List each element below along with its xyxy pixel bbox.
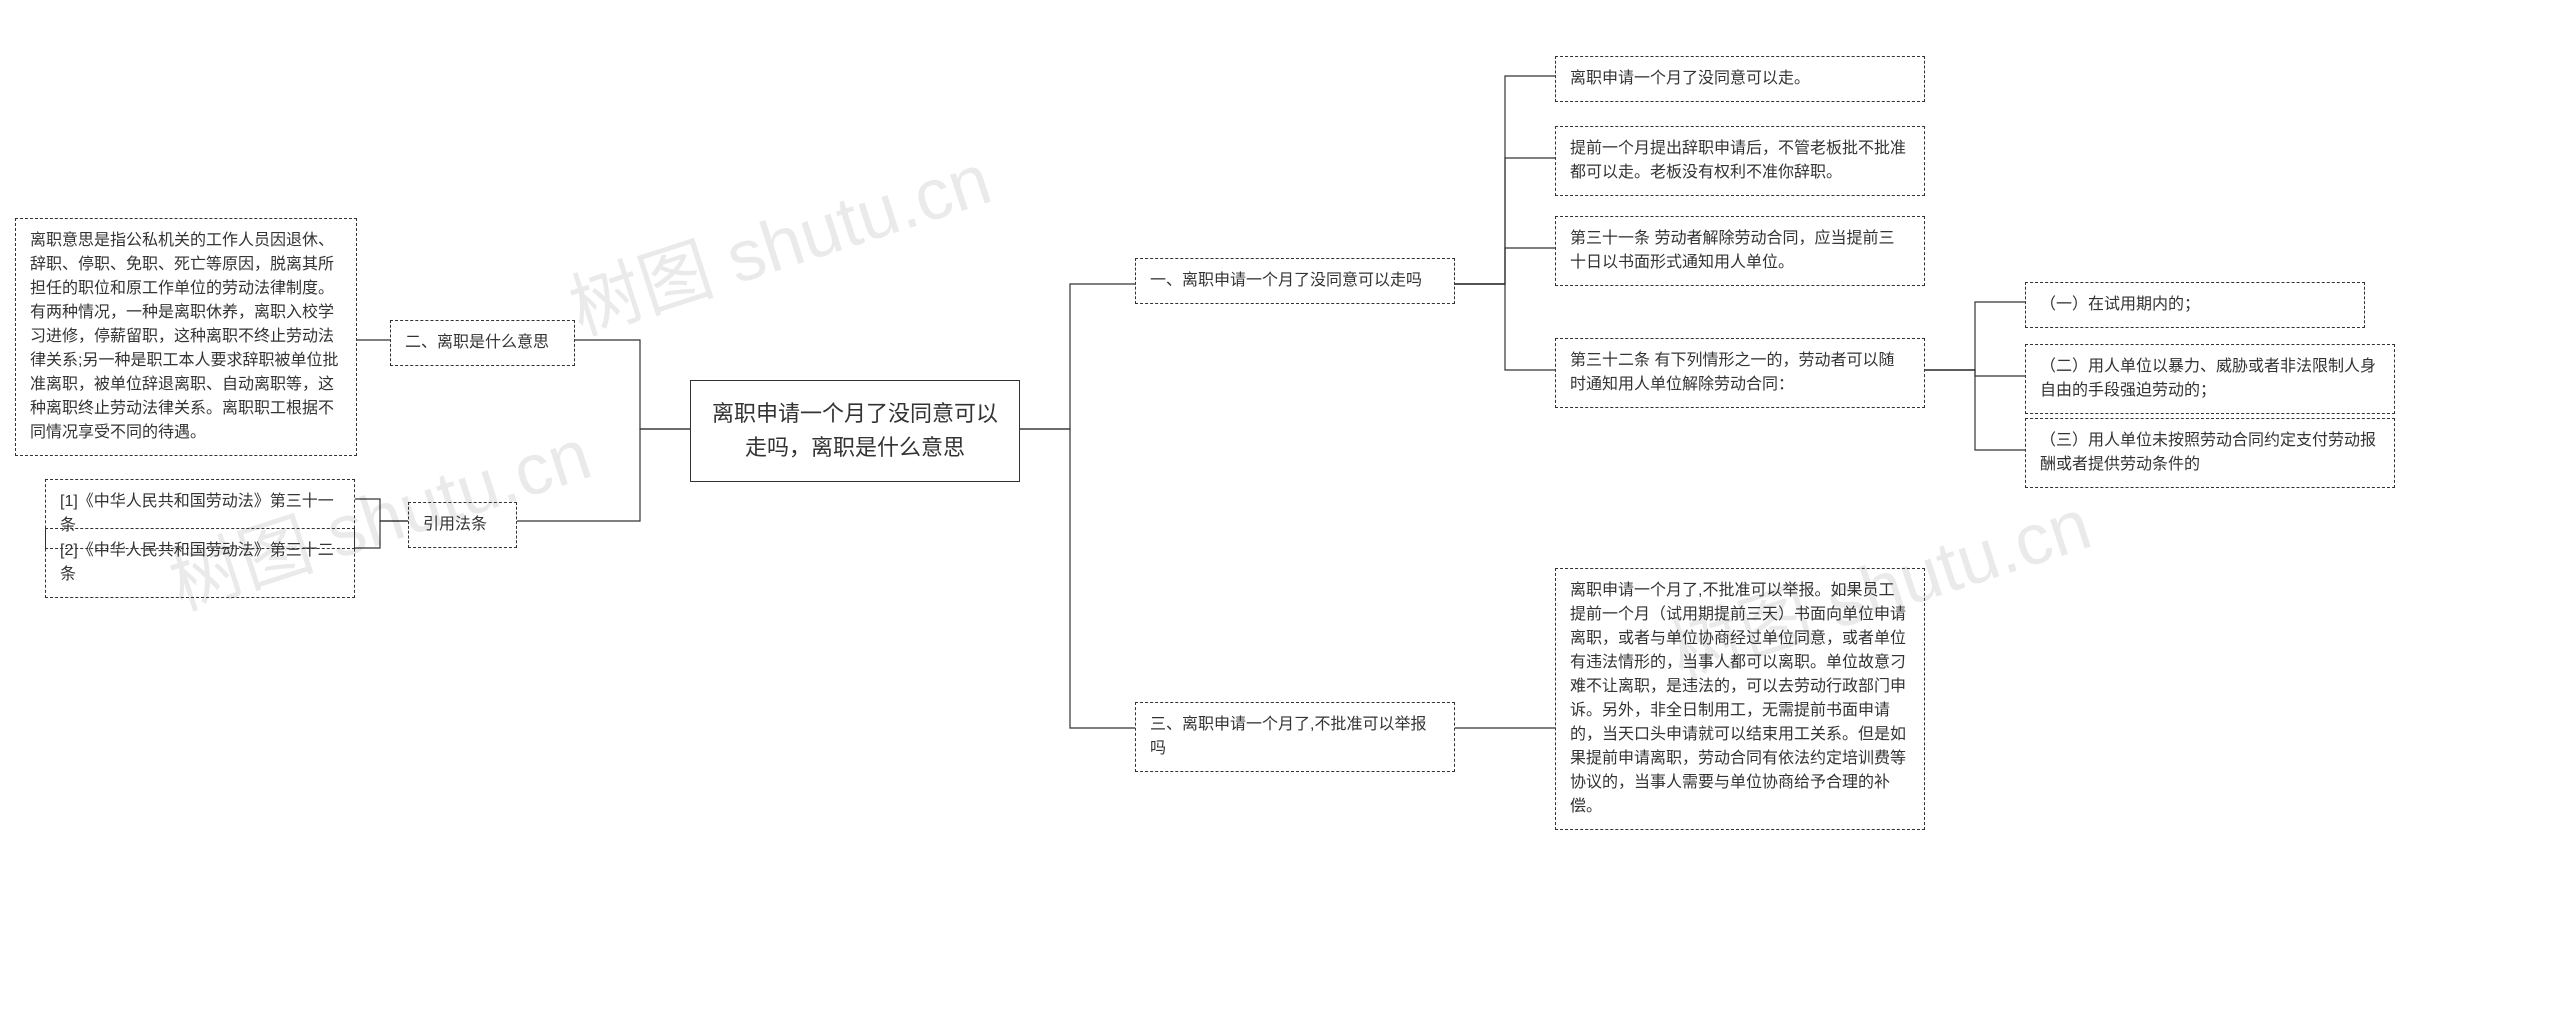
branch-2-leaf-1: 离职意思是指公私机关的工作人员因退休、辞职、停职、免职、死亡等原因，脱离其所担任… [15, 218, 357, 456]
branch-4-leaf-2: [2]《中华人民共和国劳动法》第三十二条 [45, 528, 355, 598]
branch-1-sub-1: （一）在试用期内的； [2025, 282, 2365, 328]
branch-1-leaf-2: 提前一个月提出辞职申请后，不管老板批不批准都可以走。老板没有权利不准你辞职。 [1555, 126, 1925, 196]
branch-1-leaf-3: 第三十一条 劳动者解除劳动合同，应当提前三十日以书面形式通知用人单位。 [1555, 216, 1925, 286]
branch-1-leaf-4: 第三十二条 有下列情形之一的，劳动者可以随时通知用人单位解除劳动合同： [1555, 338, 1925, 408]
root-node: 离职申请一个月了没同意可以走吗，离职是什么意思 [690, 380, 1020, 482]
branch-3-leaf-1: 离职申请一个月了,不批准可以举报。如果员工提前一个月（试用期提前三天）书面向单位… [1555, 568, 1925, 830]
branch-4: 引用法条 [408, 502, 517, 548]
connector-layer [0, 0, 2560, 1014]
branch-1: 一、离职申请一个月了没同意可以走吗 [1135, 258, 1455, 304]
branch-2: 二、离职是什么意思 [390, 320, 575, 366]
branch-1-leaf-1: 离职申请一个月了没同意可以走。 [1555, 56, 1925, 102]
branch-1-sub-3: （三）用人单位未按照劳动合同约定支付劳动报酬或者提供劳动条件的 [2025, 418, 2395, 488]
branch-3: 三、离职申请一个月了,不批准可以举报吗 [1135, 702, 1455, 772]
watermark: 树图 shutu.cn [554, 120, 1001, 355]
branch-1-sub-2: （二）用人单位以暴力、威胁或者非法限制人身自由的手段强迫劳动的； [2025, 344, 2395, 414]
